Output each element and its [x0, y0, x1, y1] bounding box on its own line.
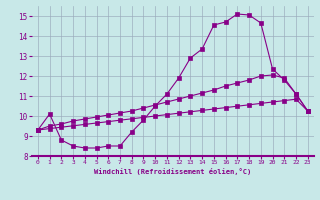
X-axis label: Windchill (Refroidissement éolien,°C): Windchill (Refroidissement éolien,°C): [94, 168, 252, 175]
